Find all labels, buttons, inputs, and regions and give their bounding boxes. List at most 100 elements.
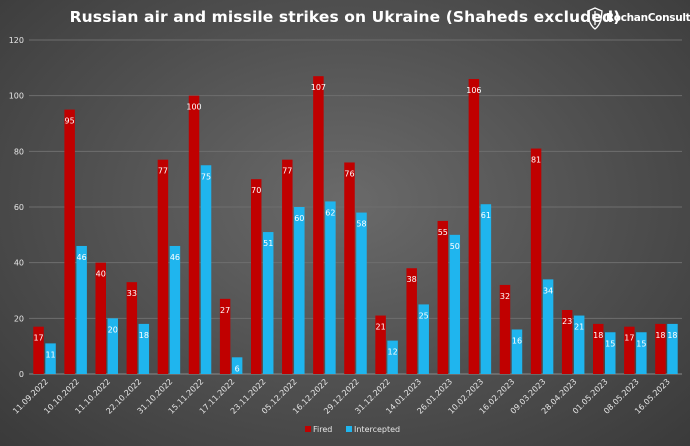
bar-fired [219,298,231,374]
bar-intercepted [45,343,56,374]
bar-fired [344,162,355,374]
data-label: 77 [158,167,168,176]
bar-fired [437,220,449,374]
bar-intercepted [138,323,150,374]
data-label: 17 [33,334,43,343]
brand-logo: RochanConsulting [586,6,690,32]
y-tick-label: 20 [14,314,24,323]
bar-fired [499,284,511,374]
data-label: 6 [235,364,240,373]
data-label: 76 [344,169,354,178]
data-label: 33 [127,289,137,298]
data-label: 58 [356,220,366,229]
data-label: 95 [65,117,75,126]
bar-intercepted [573,315,585,374]
bar-intercepted [76,245,87,374]
bar-intercepted [387,340,398,374]
data-label: 60 [294,214,304,223]
sword-shield-icon [587,7,603,30]
data-label: 23 [562,317,572,326]
y-tick-label: 60 [14,203,24,212]
bar-intercepted [667,323,678,374]
bar-intercepted [356,212,367,374]
bar-fired [593,323,604,374]
y-tick-label: 40 [14,259,24,268]
data-label: 18 [139,331,149,340]
bar-fired [157,159,169,374]
data-label: 17 [624,334,634,343]
data-label: 70 [251,186,261,195]
bar-fired [375,315,386,374]
data-label: 16 [512,336,522,345]
data-label: 107 [311,83,326,92]
bar-fired [188,95,200,375]
bar-intercepted [511,329,523,374]
data-label: 61 [481,211,491,220]
data-label: 106 [466,86,481,95]
bar-intercepted [449,234,461,374]
bar-intercepted [325,201,336,374]
data-label: 18 [593,331,603,340]
data-label: 75 [201,172,211,181]
data-label: 46 [77,253,87,262]
data-label: 25 [419,311,429,320]
bar-intercepted [262,232,274,374]
data-label: 32 [500,292,510,301]
bar-intercepted [169,245,181,374]
data-label: 38 [407,275,417,284]
bar-fired [530,148,542,374]
legend-swatch-intercepted [346,426,352,432]
y-tick-label: 100 [9,92,24,101]
y-tick-label: 0 [19,370,24,379]
bar-intercepted [294,207,305,374]
data-label: 62 [325,208,335,217]
data-label: 46 [170,253,180,262]
data-label: 20 [108,325,118,334]
bar-fired [406,268,417,374]
bar-intercepted [636,332,647,374]
data-label: 100 [186,103,201,112]
brand-name: RochanConsulting [606,12,690,24]
bar-fired [126,282,138,374]
bar-intercepted [480,204,492,374]
data-label: 11 [45,350,55,359]
bar-fired [250,179,262,374]
data-label: 34 [543,286,553,295]
data-label: 50 [450,242,460,251]
bar-intercepted [231,357,243,374]
data-label: 21 [574,323,584,332]
bar-intercepted [107,318,118,374]
y-tick-label: 120 [9,36,24,45]
bar-fired [468,78,480,374]
data-label: 18 [655,331,665,340]
bar-fired [655,323,666,374]
bar-intercepted [418,304,429,374]
bar-fired [282,159,293,374]
data-label: 21 [376,323,386,332]
bar-fired [95,262,106,374]
bar-fired [313,76,324,374]
chart-title: Russian air and missile strikes on Ukrai… [69,8,621,26]
data-label: 15 [605,339,615,348]
bar-intercepted [200,165,212,374]
data-label: 81 [531,156,541,165]
data-label: 12 [388,348,398,357]
bar-fired [561,309,573,374]
data-label: 18 [667,331,677,340]
bar-fired [64,109,75,374]
legend-label-fired: Fired [313,425,332,434]
legend-swatch-fired [305,426,311,432]
data-label: 27 [220,306,230,315]
bar-intercepted [542,279,554,374]
data-label: 15 [636,339,646,348]
legend-label-intercepted: Intercepted [354,425,400,434]
data-label: 51 [263,239,273,248]
y-tick-label: 80 [14,147,24,156]
bar-fired [624,326,635,374]
data-label: 40 [96,270,106,279]
data-label: 77 [282,167,292,176]
data-label: 55 [438,228,448,237]
bar-fired [33,326,44,374]
bar-intercepted [605,332,616,374]
